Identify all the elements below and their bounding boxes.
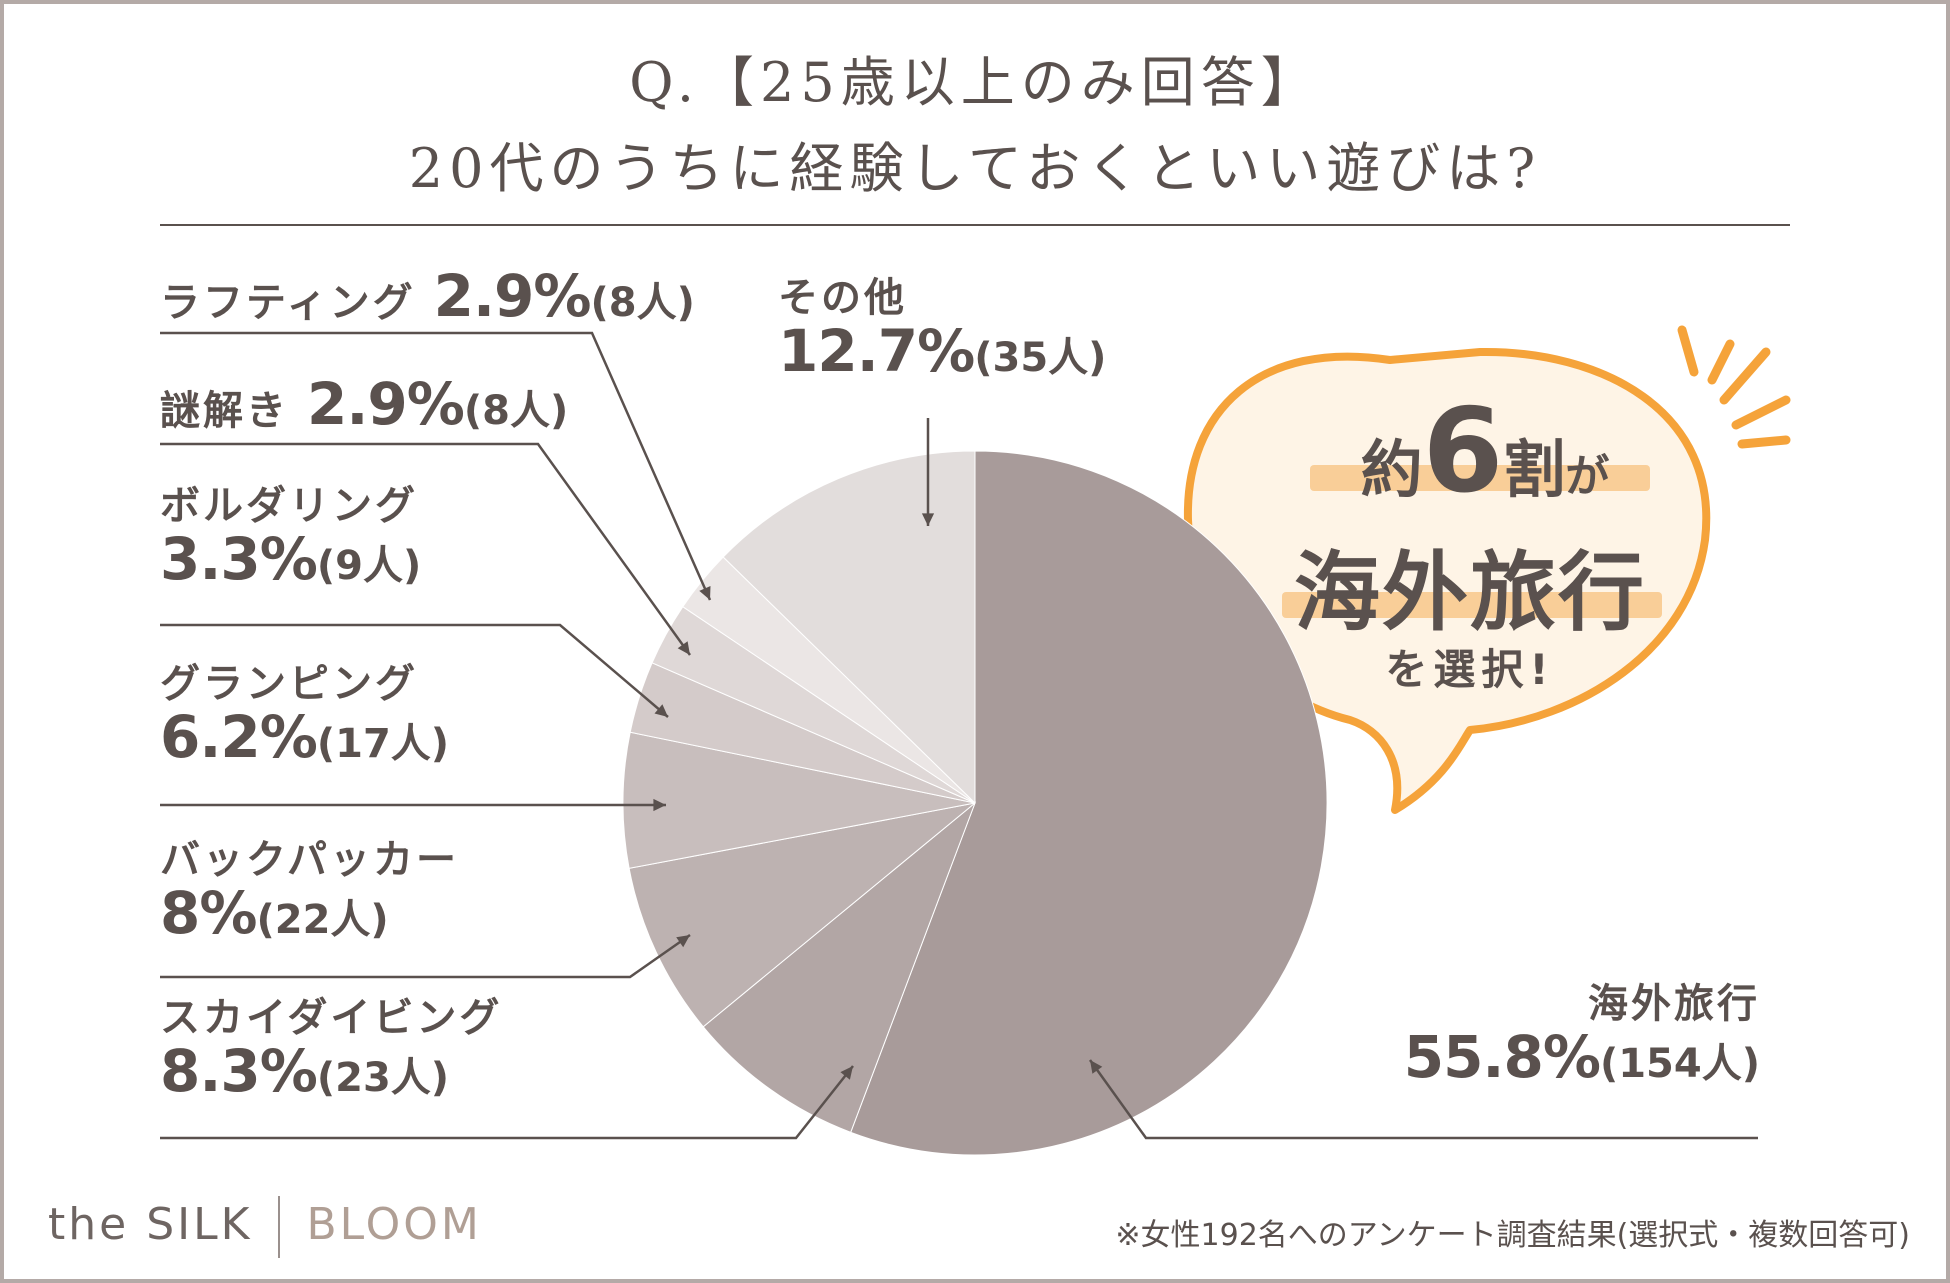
leader-rafting xyxy=(160,331,712,601)
label-bouldering-percent: 3.3% xyxy=(160,525,318,593)
label-backpacker-percent: 8% xyxy=(160,879,257,947)
label-other-name: その他 xyxy=(778,275,907,321)
label-overseas-travel: 海外旅行 55.8%(154人) xyxy=(1380,982,1760,1090)
label-nazotoki-name: 謎解き xyxy=(160,388,289,434)
brand-name-left: the SILK xyxy=(48,1199,253,1250)
label-rafting-percent: 2.9% xyxy=(433,262,592,330)
leader-skydiving xyxy=(160,1065,854,1140)
label-glamping-percent: 6.2% xyxy=(160,703,318,771)
brand-divider xyxy=(278,1196,281,1258)
pie-slice-other xyxy=(722,450,976,805)
label-other-count: (35人) xyxy=(974,335,1107,381)
label-rafting-count: (8人) xyxy=(590,280,695,326)
label-nazotoki-count: (8人) xyxy=(463,388,569,434)
label-skydiving-count: (23人) xyxy=(316,1055,450,1101)
leader-backpacker-arrowhead xyxy=(676,935,690,948)
label-nazotoki: 謎解き 2.9%(8人) xyxy=(160,370,568,438)
title-divider xyxy=(160,224,1790,226)
callout-pre: 約 xyxy=(1360,433,1423,506)
callout-bubble xyxy=(1183,325,1791,814)
label-bouldering-count: (9人) xyxy=(316,543,422,589)
label-backpacker: バックパッカー 8%(22人) xyxy=(160,838,459,946)
label-overseas-travel-percent: 55.8% xyxy=(1403,1023,1601,1091)
label-other-percent: 12.7% xyxy=(778,317,975,385)
label-backpacker-count: (22人) xyxy=(256,897,389,943)
pie-slice-skydiving xyxy=(702,801,977,1133)
label-bouldering-name: ボルダリング xyxy=(160,483,418,529)
leader-overseas-travel xyxy=(1088,1059,1758,1140)
leader-nazotoki-arrowhead xyxy=(677,641,690,655)
brand-name-right: BLOOM xyxy=(306,1199,482,1250)
label-rafting-name: ラフティング xyxy=(160,280,416,326)
label-skydiving-percent: 8.3% xyxy=(160,1037,318,1105)
callout-number: 6 xyxy=(1422,384,1504,519)
label-overseas-travel-count: (154人) xyxy=(1599,1041,1760,1087)
leader-glamping-arrowhead xyxy=(653,798,666,812)
label-other: その他 12.7%(35人) xyxy=(778,276,1106,384)
callout-post: 割 xyxy=(1503,433,1566,506)
leader-backpacker xyxy=(160,933,691,979)
leader-bouldering xyxy=(160,623,669,718)
label-nazotoki-percent: 2.9% xyxy=(307,370,465,438)
leader-other-arrowhead xyxy=(921,513,935,526)
leader-nazotoki xyxy=(160,442,692,656)
callout-tail: が xyxy=(1565,451,1610,502)
pie-slice-backpacker xyxy=(628,802,976,1028)
label-glamping-count: (17人) xyxy=(316,721,450,767)
callout-line3: を選択! xyxy=(1385,645,1555,694)
label-skydiving-name: スカイダイビング xyxy=(160,995,503,1041)
leader-overseas-travel-arrowhead xyxy=(1090,1060,1103,1074)
callout-line1: 約6割が xyxy=(1300,394,1670,510)
survey-footnote: ※女性192名へのアンケート調査結果(選択式・複数回答可) xyxy=(1115,1218,1910,1253)
chart-title-line1: Q.【25歳以上のみ回答】 xyxy=(629,51,1321,114)
chart-title-line2: 20代のうちに経験しておくといい遊びは? xyxy=(408,137,1542,200)
label-rafting: ラフティング 2.9%(8人) xyxy=(160,262,695,330)
brand-logo: the SILK BLOOM xyxy=(48,1196,482,1258)
label-bouldering: ボルダリング 3.3%(9人) xyxy=(160,484,421,592)
label-glamping: グランピング 6.2%(17人) xyxy=(160,662,449,770)
leader-bouldering-arrowhead xyxy=(654,704,668,717)
pie-slice-overseas-travel xyxy=(850,450,1328,1156)
leader-rafting-arrowhead xyxy=(699,586,711,600)
pie-slice-glamping xyxy=(622,731,976,869)
label-skydiving: スカイダイビング 8.3%(23人) xyxy=(160,996,502,1104)
label-overseas-travel-name: 海外旅行 xyxy=(1588,981,1760,1027)
callout-line2: 海外旅行 xyxy=(1294,543,1646,643)
label-glamping-name: グランピング xyxy=(160,661,418,707)
label-backpacker-name: バックパッカー xyxy=(160,837,459,883)
leader-skydiving-arrowhead xyxy=(840,1066,853,1080)
